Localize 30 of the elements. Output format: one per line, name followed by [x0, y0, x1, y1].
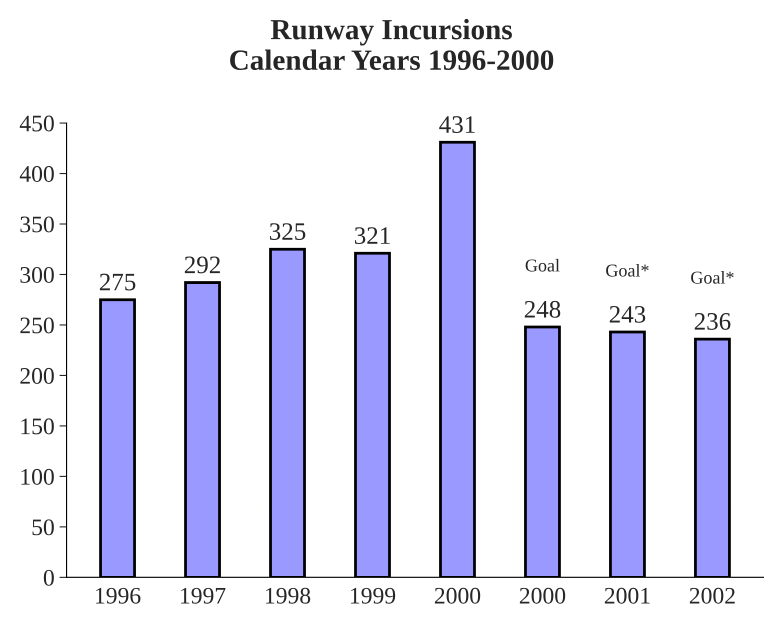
data-label: 431: [439, 116, 475, 133]
x-tick-label: 1997: [180, 588, 226, 604]
y-tick-label: 100: [21, 468, 54, 485]
annotation: Goal*: [606, 264, 649, 277]
data-label: 325: [270, 223, 306, 240]
y-tick-label: 300: [20, 266, 54, 283]
y-tick-label: 150: [21, 418, 54, 434]
y-tick-label: 200: [20, 368, 54, 384]
x-tick-label: 2000: [520, 588, 566, 604]
y-tick-label: 250: [20, 317, 54, 334]
y-tick-label: 400: [20, 166, 54, 182]
data-label: 236: [694, 313, 730, 330]
x-tick-label: 2002: [690, 588, 735, 604]
data-label: 321: [354, 227, 390, 244]
y-tick-label: 0: [44, 570, 54, 586]
x-tick-label: 2001: [604, 588, 650, 604]
chart-title: Runway Incursions Calendar Years 1996-2000: [230, 18, 554, 70]
data-label: 243: [610, 306, 646, 323]
y-tick-label: 450: [20, 116, 54, 132]
x-tick-label: 2000: [434, 588, 480, 604]
data-label: 292: [184, 256, 220, 274]
data-label: 275: [100, 274, 136, 290]
data-label: 248: [524, 300, 560, 318]
annotation: Goal: [526, 258, 560, 272]
y-tick-label: 50: [32, 519, 54, 536]
x-tick-label: 1999: [350, 588, 396, 604]
x-tick-label: 1998: [266, 588, 310, 604]
annotation: Goal*: [691, 271, 734, 284]
y-tick-label: 350: [20, 216, 54, 232]
x-tick-label: 1996: [96, 588, 140, 604]
